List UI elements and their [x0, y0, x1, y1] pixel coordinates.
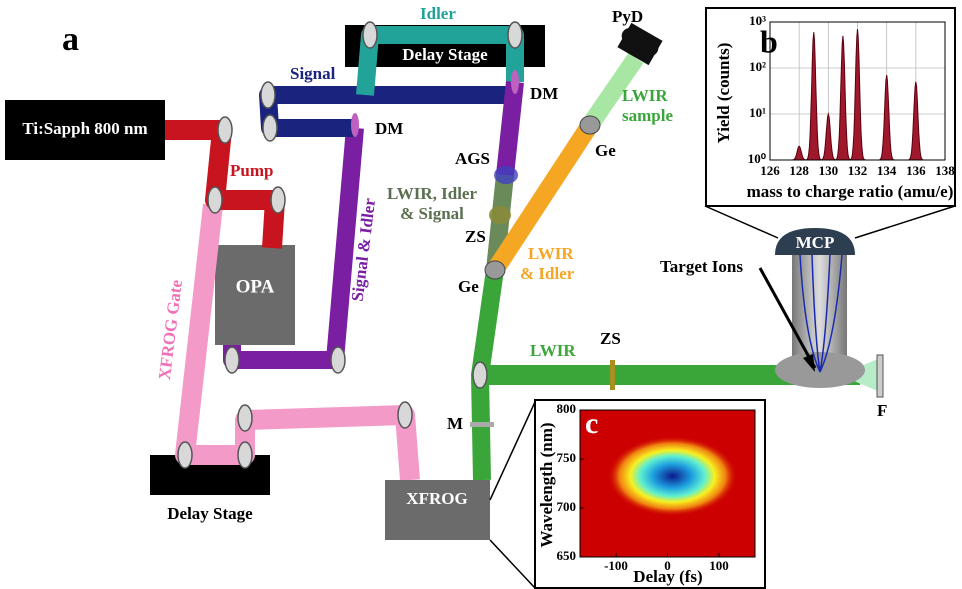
crystal	[494, 166, 518, 184]
panel-label: a	[62, 21, 79, 58]
label: Ge	[458, 277, 479, 296]
label: Ti:Sapph 800 nm	[22, 119, 147, 138]
y-tick-label: 10¹	[749, 105, 766, 120]
x-tick-label: 134	[877, 163, 897, 178]
mirror	[508, 22, 522, 48]
label: ZS	[465, 227, 486, 246]
zoom-line	[705, 206, 778, 238]
x-axis-label: mass to charge ratio (amu/e)	[747, 182, 954, 201]
mirror	[470, 422, 494, 427]
mirror	[331, 347, 345, 373]
y-tick-label: 650	[557, 548, 577, 563]
label: XFROG	[406, 489, 467, 508]
y-tick-label: 750	[557, 450, 577, 465]
label: LWIR, Idler	[387, 184, 478, 203]
y-axis-label: Wavelength (nm)	[537, 422, 556, 547]
label: sample	[622, 106, 673, 125]
label: Signal	[290, 64, 336, 83]
mirror	[263, 115, 277, 141]
label: & Signal	[400, 204, 464, 223]
label: PyD	[612, 7, 643, 26]
mirror	[261, 82, 275, 108]
figure: a Ti:Sapph 800 nm Pump OPA XFROG Gate Si…	[0, 0, 962, 589]
label: Pump	[230, 161, 273, 180]
mirror	[238, 405, 252, 431]
label: Delay Stage	[167, 504, 253, 523]
mirror	[218, 117, 232, 143]
y-tick-label: 700	[557, 499, 577, 514]
label: LWIR	[622, 86, 668, 105]
mirror	[473, 362, 487, 388]
y-tick-label: 800	[557, 401, 577, 416]
label: DM	[375, 119, 403, 138]
label: M	[447, 414, 463, 433]
label: OPA	[236, 276, 275, 297]
heatmap-blob	[608, 436, 738, 516]
zoom-line	[490, 540, 535, 588]
x-tick-label: 130	[819, 163, 839, 178]
label: LWIR	[528, 244, 574, 263]
label: Ge	[595, 141, 616, 160]
label: & Idler	[520, 264, 575, 283]
panel-label: b	[760, 23, 778, 59]
x-tick-label: 128	[789, 163, 809, 178]
x-tick-label: 138	[935, 163, 955, 178]
label: ZS	[600, 329, 621, 348]
label: LWIR	[530, 341, 576, 360]
x-tick-label: 132	[848, 163, 868, 178]
x-axis-label: Delay (fs)	[633, 567, 702, 586]
mirror	[877, 355, 883, 397]
x-tick-label: 100	[709, 558, 729, 573]
label: Idler	[420, 4, 456, 23]
dichroic	[511, 70, 519, 94]
label: XFROG Gate	[155, 278, 186, 381]
panel-label: c	[585, 407, 598, 440]
y-axis-label: Yield (counts)	[714, 43, 733, 144]
y-tick-label: 10²	[749, 59, 766, 74]
x-tick-label: -100	[604, 558, 628, 573]
x-tick-label: 136	[906, 163, 926, 178]
x-tick-label: 126	[760, 163, 780, 178]
window	[610, 360, 615, 390]
mirror	[238, 442, 252, 468]
window	[580, 116, 600, 134]
zoom-line	[490, 402, 535, 500]
mirror	[178, 442, 192, 468]
combined-beam	[505, 82, 515, 175]
mirror	[271, 187, 285, 213]
window	[489, 206, 511, 224]
detector	[617, 23, 662, 65]
mirror	[398, 402, 412, 428]
zoom-line	[855, 206, 955, 238]
mirror	[363, 22, 377, 48]
label: Delay Stage	[402, 45, 488, 64]
mirror	[208, 187, 222, 213]
label: DM	[530, 84, 558, 103]
mirror	[225, 347, 239, 373]
label: F	[877, 401, 887, 420]
label: MCP	[796, 233, 835, 252]
window	[485, 261, 505, 279]
label: AGS	[455, 149, 490, 168]
dichroic	[351, 113, 359, 137]
label: Target Ions	[660, 257, 743, 276]
